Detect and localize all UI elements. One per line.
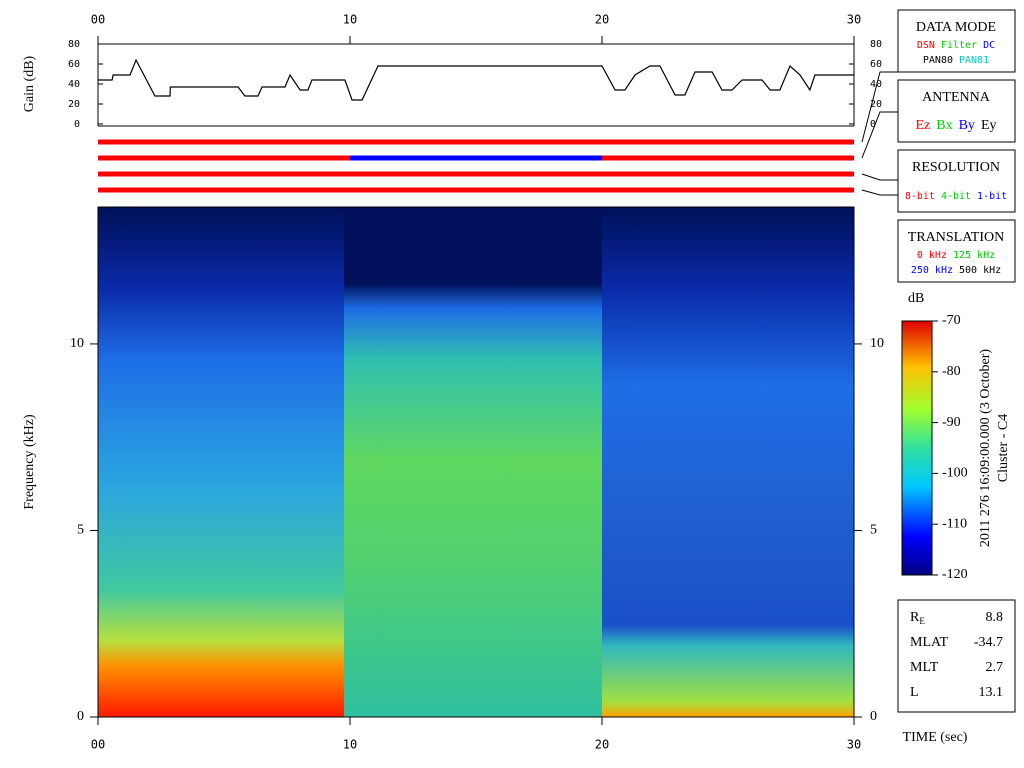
colorbar-tick-label: -100	[942, 466, 968, 481]
legend-title: TRANSLATION	[908, 230, 1004, 245]
colorbar-tick-label: -120	[942, 567, 968, 582]
parameter-label: L	[910, 685, 919, 700]
parameter-value: 13.1	[979, 685, 1004, 700]
legend-row: 0 kHz 125 kHz	[917, 250, 995, 261]
legend-row: DSN Filter DC	[917, 40, 995, 51]
legend-item: 250 kHz	[911, 265, 953, 276]
y-tick-label: 0	[870, 119, 876, 130]
legend-title: ANTENNA	[922, 90, 991, 105]
y-tick-label: 20	[870, 99, 882, 110]
legend-item: PAN80	[923, 55, 953, 66]
status-segment	[350, 155, 602, 161]
legend-item: Ey	[981, 118, 997, 133]
x-tick-label: 10	[343, 738, 357, 752]
legend-item: By	[959, 118, 975, 133]
legend-box	[897, 9, 1016, 73]
legend-item: 4-bit	[941, 191, 971, 202]
x-tick-label: 30	[847, 738, 861, 752]
x-tick-label: 10	[343, 13, 357, 27]
legend-item: PAN81	[959, 55, 989, 66]
annotation: 2011 276 16:09:00.000 (3 October)	[978, 349, 993, 548]
y-axis-label: Frequency (kHz)	[22, 414, 37, 510]
legend-item: Bx	[936, 118, 952, 133]
colorbar	[901, 320, 933, 576]
x-tick-label: 20	[595, 738, 609, 752]
legend-item: DC	[983, 40, 995, 51]
legend-item: Filter	[941, 40, 977, 51]
gain-line	[98, 58, 854, 101]
status-segment	[98, 171, 854, 177]
parameter-label: RE	[910, 610, 925, 626]
legend-box	[897, 149, 1016, 213]
legend-item: 500 kHz	[959, 265, 1001, 276]
parameter-subscript: E	[919, 616, 925, 626]
colorbar-tick-label: -80	[942, 364, 961, 379]
y-tick-label: 10	[870, 336, 884, 351]
parameter-value: -34.7	[974, 635, 1003, 650]
parameter-name: MLT	[910, 660, 939, 675]
y-tick-label: 0	[77, 709, 84, 724]
legend-row: 250 kHz 500 kHz	[911, 265, 1001, 276]
x-tick-label: 30	[847, 13, 861, 27]
parameter-name: R	[910, 610, 920, 625]
y-tick-label: 60	[870, 59, 882, 70]
y-tick-label: 40	[68, 79, 80, 90]
legend-item: Ez	[915, 118, 930, 133]
legend-item: 0 kHz	[917, 250, 947, 261]
legend-row: PAN80 PAN81	[923, 55, 989, 66]
y-tick-label: 5	[77, 523, 84, 538]
colorbar-tick-label: -90	[942, 415, 961, 430]
legend-item: 8-bit	[905, 191, 935, 202]
status-segment	[98, 187, 854, 193]
x-tick-label: 00	[91, 13, 105, 27]
x-tick-label: 00	[91, 738, 105, 752]
legend-row: 8-bit 4-bit 1-bit	[905, 191, 1007, 202]
y-tick-label: 20	[68, 99, 80, 110]
spectrogram-region	[98, 207, 344, 717]
spectrogram-region	[344, 207, 602, 717]
y-axis-label: Gain (dB)	[22, 55, 37, 112]
parameter-value: 8.8	[986, 610, 1004, 625]
parameter-name: MLAT	[910, 635, 949, 650]
colorbar-label: dB	[908, 291, 924, 306]
y-tick-label: 80	[68, 39, 80, 50]
plot-frame	[97, 206, 855, 718]
y-tick-label: 40	[870, 79, 882, 90]
colorbar-tick-label: -110	[942, 516, 967, 531]
y-tick-label: 0	[74, 119, 80, 130]
legend-title: DATA MODE	[916, 20, 996, 35]
spectrogram-image	[98, 207, 854, 717]
x-axis-label: TIME (sec)	[903, 730, 968, 745]
y-tick-label: 60	[68, 59, 80, 70]
status-segment	[98, 139, 854, 145]
status-segment	[98, 155, 350, 161]
legend-box	[897, 79, 1016, 143]
x-tick-label: 20	[595, 13, 609, 27]
y-tick-label: 0	[870, 709, 877, 724]
parameter-label: MLT	[910, 660, 939, 675]
status-segment	[602, 155, 854, 161]
legend-item: DSN	[917, 40, 935, 51]
y-tick-label: 5	[870, 523, 877, 538]
legend-box	[897, 219, 1016, 283]
legend-title: RESOLUTION	[912, 160, 1000, 175]
arrows	[861, 71, 898, 196]
parameter-label: MLAT	[910, 635, 949, 650]
parameter-name: L	[910, 685, 919, 700]
legend-item: 1-bit	[977, 191, 1007, 202]
legend-item: 125 kHz	[953, 250, 995, 261]
y-tick-label: 10	[70, 336, 84, 351]
parameter-box	[897, 599, 1016, 713]
y-tick-label: 80	[870, 39, 882, 50]
colorbar-tick-label: -70	[942, 313, 961, 328]
annotation: Cluster - C4	[996, 414, 1011, 482]
legend-row: Ez Bx By Ey	[915, 118, 996, 133]
parameter-value: 2.7	[986, 660, 1004, 675]
spectrogram-region	[602, 207, 854, 717]
